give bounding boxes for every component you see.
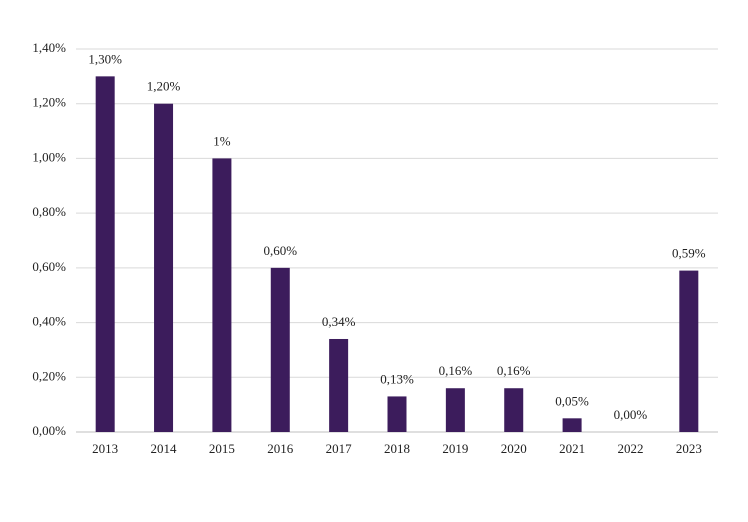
bar — [445, 388, 465, 432]
x-tick-label: 2020 — [501, 441, 527, 456]
x-tick-label: 2014 — [151, 441, 178, 456]
y-tick-label: 0,00% — [32, 423, 66, 438]
data-label: 0,34% — [322, 314, 356, 329]
data-label: 0,16% — [497, 363, 531, 378]
data-label: 0,59% — [672, 246, 706, 261]
data-label: 1% — [213, 133, 231, 148]
x-tick-label: 2019 — [442, 441, 468, 456]
bar — [154, 103, 174, 432]
x-tick-label: 2016 — [267, 441, 294, 456]
bar — [329, 338, 349, 432]
data-label: 1,20% — [147, 79, 181, 94]
y-tick-label: 0,80% — [32, 204, 66, 219]
x-tick-label: 2023 — [676, 441, 702, 456]
bar — [504, 388, 524, 432]
bar — [679, 270, 699, 432]
y-tick-label: 1,20% — [32, 95, 66, 110]
data-label: 0,13% — [380, 371, 414, 386]
data-label: 0,00% — [614, 407, 648, 422]
bar — [95, 76, 115, 432]
bar — [212, 158, 232, 432]
data-label: 1,30% — [88, 51, 122, 66]
bar — [387, 396, 407, 432]
x-tick-label: 2015 — [209, 441, 235, 456]
data-label: 0,05% — [555, 393, 589, 408]
x-tick-label: 2018 — [384, 441, 410, 456]
x-tick-label: 2021 — [559, 441, 585, 456]
x-tick-label: 2017 — [326, 441, 353, 456]
y-tick-label: 0,60% — [32, 259, 66, 274]
bar — [270, 267, 290, 432]
x-tick-label: 2022 — [617, 441, 643, 456]
y-tick-label: 0,20% — [32, 368, 66, 383]
data-label: 0,16% — [439, 363, 473, 378]
y-tick-label: 0,40% — [32, 314, 66, 329]
y-tick-label: 1,00% — [32, 149, 66, 164]
x-tick-label: 2013 — [92, 441, 118, 456]
data-label: 0,60% — [263, 243, 297, 258]
bar — [562, 418, 582, 432]
y-tick-label: 1,40% — [32, 40, 66, 55]
